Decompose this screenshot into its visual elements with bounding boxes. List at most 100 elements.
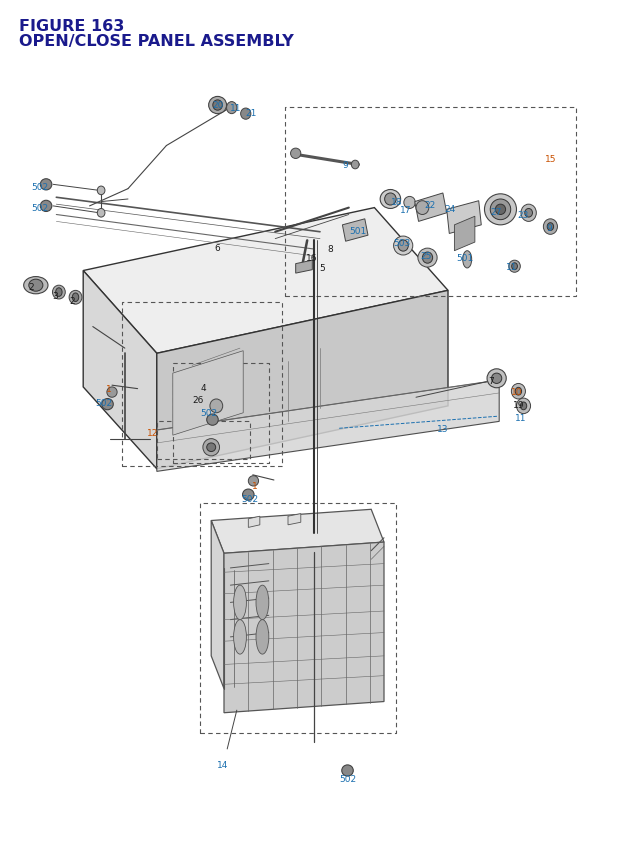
Ellipse shape xyxy=(484,195,516,226)
Text: 502: 502 xyxy=(95,399,112,407)
Ellipse shape xyxy=(212,101,223,111)
Text: 19: 19 xyxy=(513,400,524,409)
Ellipse shape xyxy=(209,97,227,115)
Ellipse shape xyxy=(72,294,79,302)
Ellipse shape xyxy=(404,197,415,209)
Ellipse shape xyxy=(97,209,105,218)
Polygon shape xyxy=(83,271,157,469)
Text: 503: 503 xyxy=(394,238,410,247)
Ellipse shape xyxy=(521,205,536,222)
Text: 502: 502 xyxy=(201,409,218,418)
Ellipse shape xyxy=(512,263,518,270)
Ellipse shape xyxy=(210,400,223,413)
Polygon shape xyxy=(157,291,448,469)
Ellipse shape xyxy=(487,369,506,388)
Ellipse shape xyxy=(234,620,246,654)
Polygon shape xyxy=(342,220,368,242)
Polygon shape xyxy=(157,381,499,472)
Polygon shape xyxy=(83,208,448,354)
Ellipse shape xyxy=(351,161,359,170)
Ellipse shape xyxy=(520,403,527,411)
Polygon shape xyxy=(454,217,475,251)
Ellipse shape xyxy=(40,180,52,191)
Text: FIGURE 163: FIGURE 163 xyxy=(19,19,125,34)
Text: 25: 25 xyxy=(420,251,432,260)
Text: 10: 10 xyxy=(511,387,522,396)
Ellipse shape xyxy=(107,387,117,398)
Ellipse shape xyxy=(40,201,52,212)
Text: 502: 502 xyxy=(241,495,258,504)
Text: 6: 6 xyxy=(215,244,220,252)
Text: 502: 502 xyxy=(31,183,48,192)
Ellipse shape xyxy=(515,387,522,396)
Polygon shape xyxy=(415,194,447,222)
Ellipse shape xyxy=(291,149,301,159)
Polygon shape xyxy=(447,201,481,234)
Ellipse shape xyxy=(398,241,408,251)
Ellipse shape xyxy=(525,209,532,218)
Text: 5: 5 xyxy=(320,264,325,273)
Text: 11: 11 xyxy=(230,104,241,113)
Text: 1: 1 xyxy=(252,481,257,490)
Ellipse shape xyxy=(227,102,237,115)
Ellipse shape xyxy=(422,253,433,264)
Polygon shape xyxy=(288,514,301,525)
Text: 9: 9 xyxy=(343,161,348,170)
Polygon shape xyxy=(248,517,260,528)
Text: 8: 8 xyxy=(328,245,333,254)
Ellipse shape xyxy=(463,251,472,269)
Ellipse shape xyxy=(248,476,259,486)
Polygon shape xyxy=(296,261,312,274)
Text: 27: 27 xyxy=(490,208,502,216)
Text: 502: 502 xyxy=(339,774,356,783)
Ellipse shape xyxy=(380,190,401,209)
Ellipse shape xyxy=(394,237,413,256)
Text: 11: 11 xyxy=(515,413,527,422)
Text: 9: 9 xyxy=(547,224,552,232)
Text: 16: 16 xyxy=(306,254,317,263)
Text: 14: 14 xyxy=(217,760,228,769)
Text: 2: 2 xyxy=(28,283,33,292)
Text: 17: 17 xyxy=(400,206,412,214)
Ellipse shape xyxy=(243,489,254,501)
Ellipse shape xyxy=(495,205,506,215)
Ellipse shape xyxy=(56,288,62,297)
Ellipse shape xyxy=(490,200,511,220)
Ellipse shape xyxy=(509,261,520,273)
Text: 501: 501 xyxy=(456,254,473,263)
Text: 23: 23 xyxy=(518,211,529,220)
Ellipse shape xyxy=(511,384,525,400)
Text: 12: 12 xyxy=(147,429,158,437)
Ellipse shape xyxy=(385,194,396,206)
Ellipse shape xyxy=(516,399,531,414)
Ellipse shape xyxy=(203,439,220,456)
Text: 21: 21 xyxy=(245,109,257,118)
Text: 3: 3 xyxy=(52,292,58,300)
Ellipse shape xyxy=(207,415,218,426)
Ellipse shape xyxy=(342,765,353,777)
Polygon shape xyxy=(211,510,384,554)
Text: 26: 26 xyxy=(193,396,204,405)
Ellipse shape xyxy=(29,280,43,292)
Ellipse shape xyxy=(241,109,251,121)
Text: 1: 1 xyxy=(106,385,111,393)
Text: 7: 7 xyxy=(489,376,494,385)
Text: 15: 15 xyxy=(545,155,556,164)
Ellipse shape xyxy=(207,443,216,452)
Ellipse shape xyxy=(492,374,502,384)
Text: 20: 20 xyxy=(212,101,223,109)
Ellipse shape xyxy=(543,220,557,235)
Text: 2: 2 xyxy=(69,297,74,306)
Ellipse shape xyxy=(97,187,105,195)
Ellipse shape xyxy=(256,585,269,620)
Text: 11: 11 xyxy=(506,263,518,271)
Ellipse shape xyxy=(52,286,65,300)
Polygon shape xyxy=(173,351,243,436)
Ellipse shape xyxy=(102,400,113,411)
Polygon shape xyxy=(224,542,384,713)
Text: 501: 501 xyxy=(350,226,367,235)
Text: 13: 13 xyxy=(437,424,449,433)
Text: 18: 18 xyxy=(391,198,403,207)
Text: 4: 4 xyxy=(201,384,206,393)
Polygon shape xyxy=(211,521,224,689)
